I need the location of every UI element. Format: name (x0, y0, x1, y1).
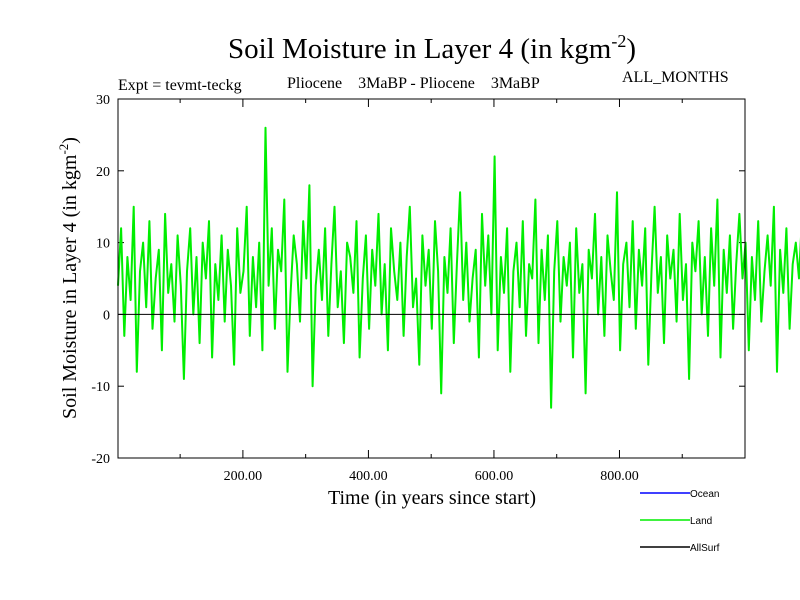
x-tick-label: 400.00 (349, 469, 388, 484)
x-tick-label: 600.00 (475, 469, 514, 484)
legend-label-land: Land (690, 516, 712, 527)
subtitle-experiment: Expt = tevmt-teckg (118, 77, 242, 94)
chart-title: Soil Moisture in Layer 4 (in kgm-2) (228, 31, 636, 65)
subtitle-periods: Pliocene 3MaBP - Pliocene 3MaBP (287, 75, 540, 92)
plot-frame (117, 98, 746, 459)
series-line-land (117, 126, 800, 409)
y-axis-label: Soil Moisture in Layer 4 (in kgm-2) (56, 137, 81, 419)
x-tick-label: 800.00 (600, 469, 639, 484)
x-axis-ticks: 200.00 400.00 600.00 800.00 (179, 99, 683, 484)
legend-label-allsurf: AllSurf (690, 543, 720, 554)
series-layer (117, 126, 800, 409)
y-tick-label: 20 (96, 165, 110, 180)
subtitle-months: ALL_MONTHS (622, 69, 729, 86)
x-axis-label: Time (in years since start) (328, 487, 536, 509)
x-tick-label: 200.00 (224, 469, 263, 484)
y-tick-label: -20 (91, 452, 110, 467)
y-tick-label: 10 (96, 237, 110, 252)
y-tick-label: 30 (96, 93, 110, 108)
legend: Ocean Land AllSurf (640, 489, 720, 554)
y-tick-label: 0 (103, 308, 110, 323)
legend-label-ocean: Ocean (690, 489, 719, 500)
y-tick-label: -10 (91, 380, 110, 395)
